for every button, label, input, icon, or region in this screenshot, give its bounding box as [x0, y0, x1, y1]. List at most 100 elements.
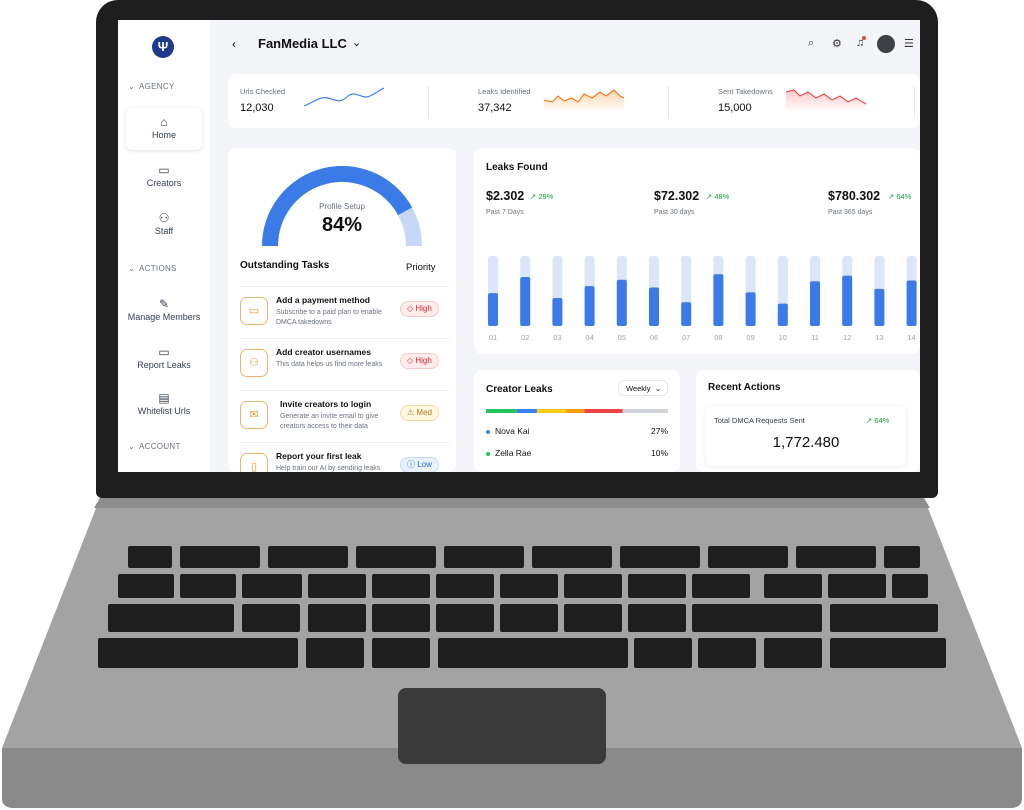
- task-row[interactable]: ⚇ Add creator usernames This data helps …: [240, 338, 450, 389]
- key[interactable]: [764, 574, 822, 598]
- avatar[interactable]: [877, 35, 895, 53]
- bar-10[interactable]: [777, 303, 788, 326]
- bar-11[interactable]: [810, 281, 820, 326]
- key[interactable]: [884, 546, 920, 568]
- bar-13[interactable]: [874, 288, 885, 326]
- task-row[interactable]: ✉ Invite creators to login Generate an i…: [240, 390, 450, 441]
- sidebar-item-whitelist-urls[interactable]: ▤ Whitelist Urls: [126, 384, 202, 426]
- stat-label: Sent Takedowns: [718, 87, 773, 96]
- period-select[interactable]: Weekly ⌄: [618, 380, 668, 396]
- key[interactable]: [628, 574, 686, 598]
- bar-09[interactable]: [745, 292, 756, 326]
- key[interactable]: [242, 574, 302, 598]
- key[interactable]: [796, 546, 876, 568]
- key[interactable]: [764, 638, 822, 668]
- gear-icon[interactable]: ⚙: [832, 38, 842, 50]
- key[interactable]: [306, 638, 364, 668]
- task-title: Add a payment method: [276, 295, 370, 305]
- task-row[interactable]: ▯ Report your first leak Help train our …: [240, 442, 450, 472]
- sparkline-takedowns: [786, 89, 866, 112]
- chevron-down-icon: ⌄: [128, 264, 136, 273]
- back-icon[interactable]: ‹: [232, 37, 236, 51]
- key[interactable]: [356, 546, 436, 568]
- key[interactable]: [372, 574, 430, 598]
- priority-badge: ⓘ Low: [400, 457, 439, 472]
- key[interactable]: [108, 604, 234, 632]
- key[interactable]: [372, 638, 430, 668]
- key[interactable]: [372, 604, 430, 632]
- stats-card: Urls Checked 12,030 Leaks Identified 37,…: [228, 74, 920, 128]
- gauge-label: Profile Setup: [319, 202, 365, 211]
- sidebar-item-report-leaks[interactable]: ▭ Report Leaks: [126, 338, 202, 380]
- search-icon[interactable]: ⌕: [808, 37, 815, 49]
- bar-07[interactable]: [681, 302, 692, 326]
- priority-title: Priority: [406, 262, 436, 273]
- key[interactable]: [242, 604, 300, 632]
- user-edit-icon: ✎: [158, 297, 170, 311]
- list-item[interactable]: Nova Kai 27%: [486, 426, 668, 436]
- sidebar-section-account[interactable]: ⌄ ACCOUNT: [128, 442, 181, 451]
- key[interactable]: [620, 546, 700, 568]
- key[interactable]: [564, 574, 622, 598]
- list-item[interactable]: Zella Rae 10%: [486, 448, 668, 458]
- key[interactable]: [830, 638, 946, 668]
- sidebar-section-actions[interactable]: ⌄ ACTIONS: [128, 264, 177, 273]
- task-row[interactable]: ▭ Add a payment method Subscribe to a pa…: [240, 286, 450, 337]
- bar-04[interactable]: [584, 286, 595, 326]
- key[interactable]: [634, 638, 692, 668]
- notification-dot: [862, 36, 866, 40]
- bar-05[interactable]: [616, 279, 627, 326]
- priority-badge: ◇ High: [400, 301, 439, 317]
- key[interactable]: [268, 546, 348, 568]
- key[interactable]: [436, 574, 494, 598]
- key[interactable]: [698, 638, 756, 668]
- task-desc: This data helps us find more leaks: [276, 361, 383, 368]
- key[interactable]: [436, 604, 494, 632]
- bar-06[interactable]: [649, 287, 659, 327]
- key[interactable]: [828, 574, 886, 598]
- key[interactable]: [892, 574, 928, 598]
- sidebar-item-staff[interactable]: ⚇ Staff: [126, 204, 202, 246]
- key[interactable]: [500, 574, 558, 598]
- sidebar-item-home[interactable]: ⌂ Home: [126, 108, 202, 150]
- sidebar-item-manage-members[interactable]: ✎ Manage Members: [126, 290, 202, 332]
- share-segment: [516, 409, 537, 413]
- key[interactable]: [118, 574, 174, 598]
- key[interactable]: [308, 604, 366, 632]
- bar-12[interactable]: [842, 275, 853, 326]
- key[interactable]: [180, 574, 236, 598]
- sidebar-section-agency[interactable]: ⌄ AGENCY: [128, 82, 175, 91]
- key[interactable]: [532, 546, 612, 568]
- bar-02[interactable]: [520, 277, 531, 326]
- key[interactable]: [830, 604, 938, 632]
- menu-icon[interactable]: ☰: [904, 38, 914, 50]
- metric-change: ↗ 29%: [530, 192, 554, 201]
- bell-icon[interactable]: ♫: [856, 37, 865, 49]
- bar-01[interactable]: [488, 293, 498, 326]
- key[interactable]: [180, 546, 260, 568]
- chevron-down-icon[interactable]: ⌄: [352, 37, 362, 49]
- bar-14[interactable]: [906, 280, 917, 327]
- key[interactable]: [692, 574, 750, 598]
- key[interactable]: [444, 546, 524, 568]
- key[interactable]: [692, 604, 822, 632]
- trackpad[interactable]: [398, 688, 606, 764]
- key[interactable]: [438, 638, 628, 668]
- metric-value: $780.302: [828, 189, 881, 203]
- sidebar-item-label: Staff: [154, 226, 174, 236]
- sidebar-item-creators[interactable]: ▭ Creators: [126, 156, 202, 198]
- stat-value: 37,342: [478, 102, 512, 114]
- key[interactable]: [308, 574, 366, 598]
- sparkline-urls: [304, 87, 384, 107]
- key[interactable]: [500, 604, 558, 632]
- key[interactable]: [98, 638, 298, 668]
- key[interactable]: [564, 604, 622, 632]
- top-bar: ‹ FanMedia LLC ⌄ ⌕ ⚙ ♫ ☰: [210, 20, 920, 68]
- share-segment: [622, 409, 668, 413]
- recent-actions-card: Recent Actions Total DMCA Requests Sent …: [696, 370, 920, 472]
- key[interactable]: [128, 546, 172, 568]
- key[interactable]: [628, 604, 686, 632]
- bar-08[interactable]: [713, 274, 724, 326]
- key[interactable]: [708, 546, 788, 568]
- bar-03[interactable]: [552, 298, 563, 326]
